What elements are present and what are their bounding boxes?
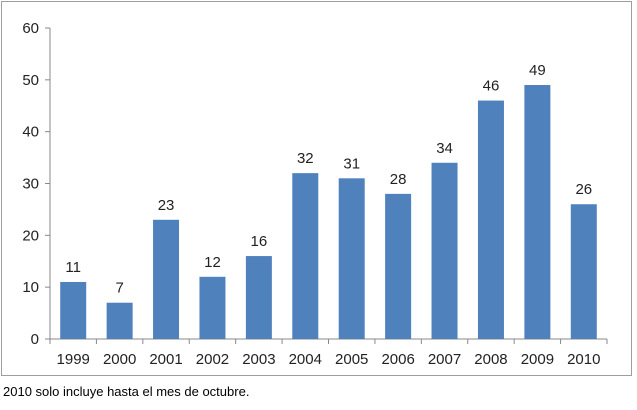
bar-2002: [199, 276, 226, 339]
bar-2001: [153, 219, 180, 339]
bar-2009: [524, 85, 551, 340]
bar-1999: [60, 281, 87, 339]
chart-frame: 0 10 20 30 40 50 60 11 1999 7 2000 23 2001 12 2002 16 2…: [1, 1, 632, 376]
bar-2006: [385, 193, 412, 339]
x-tick-label-2003: 2003: [242, 351, 275, 368]
x-tick-label-2006: 2006: [381, 351, 414, 368]
x-tick-label-2004: 2004: [289, 351, 322, 368]
bar-2010: [570, 204, 597, 339]
x-tick-label-2010: 2010: [567, 351, 600, 368]
data-label-2001: 23: [158, 197, 175, 214]
y-tick-label: 50: [22, 72, 39, 89]
data-label-2004: 32: [297, 150, 314, 167]
data-label-2006: 28: [390, 171, 407, 188]
data-label-2009: 49: [529, 62, 546, 79]
data-label-2008: 46: [483, 78, 500, 95]
y-tick-label: 40: [22, 124, 39, 141]
bar-2008: [477, 100, 504, 339]
chart-bars: [60, 85, 597, 340]
chart-footnote: 2010 solo incluye hasta el mes de octubr…: [3, 384, 250, 399]
chart-axes: 0 10 20 30 40 50 60: [22, 20, 608, 348]
data-label-2000: 7: [115, 280, 123, 297]
data-label-2005: 31: [343, 155, 360, 172]
chart-labels: 11 1999 7 2000 23 2001 12 2002 16 2003 32 2004 31 200…: [57, 62, 601, 368]
bar-2004: [292, 173, 319, 339]
bar-chart: 0 10 20 30 40 50 60 11 1999 7 2000 23 2001 12 2002 16 2…: [22, 20, 608, 368]
y-tick-label: 10: [22, 279, 39, 296]
x-tick-label-2000: 2000: [103, 351, 136, 368]
y-tick-label: 20: [22, 227, 39, 244]
x-tick-label-2005: 2005: [335, 351, 368, 368]
x-tick-label-2001: 2001: [149, 351, 182, 368]
x-tick-label-1999: 1999: [57, 351, 90, 368]
data-label-2002: 12: [204, 254, 221, 271]
y-tick-label: 0: [31, 331, 39, 348]
data-label-2010: 26: [575, 181, 592, 198]
x-tick-label-2002: 2002: [196, 351, 229, 368]
y-tick-label: 30: [22, 176, 39, 193]
bar-2007: [431, 162, 458, 339]
data-label-1999: 11: [65, 259, 81, 276]
data-label-2007: 34: [436, 140, 453, 157]
x-tick-label-2007: 2007: [428, 351, 461, 368]
x-tick-label-2009: 2009: [521, 351, 554, 368]
x-tick-label-2008: 2008: [474, 351, 507, 368]
data-label-2003: 16: [251, 233, 268, 250]
bar-2000: [106, 302, 133, 339]
bar-2005: [338, 178, 365, 339]
y-tick-label: 60: [22, 20, 39, 37]
bar-2003: [245, 256, 272, 339]
